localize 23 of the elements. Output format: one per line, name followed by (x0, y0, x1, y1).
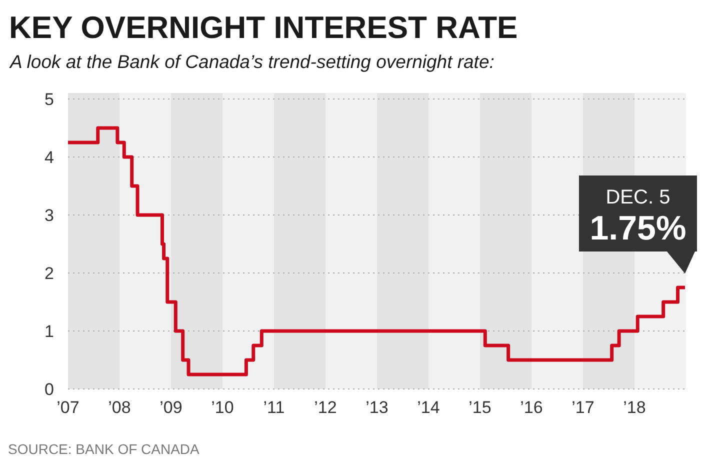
x-tick-label: ’17 (572, 398, 594, 417)
y-tick-label: 2 (44, 264, 54, 283)
x-tick-label: ’11 (263, 398, 285, 417)
x-tick-label: ’16 (520, 398, 543, 417)
x-tick-label: ’10 (211, 398, 234, 417)
y-tick-label: 1 (44, 322, 54, 341)
y-tick-label: 3 (44, 206, 54, 225)
x-tick-label: ’18 (623, 398, 646, 417)
chart-title: KEY OVERNIGHT INTEREST RATE (9, 10, 518, 45)
annotation: 1.75% (590, 210, 686, 248)
x-tick-label: ’09 (160, 398, 182, 417)
chart-subtitle: A look at the Bank of Canada’s trend-setting overnight rate: (9, 51, 494, 72)
x-tick-label: ’08 (108, 398, 131, 417)
annotation: DEC. 5 (606, 186, 670, 208)
y-tick-label: 4 (44, 148, 54, 167)
x-tick-label: ’12 (314, 398, 337, 417)
x-tick-label: ’15 (468, 398, 492, 417)
x-tick-label: ’13 (366, 398, 388, 417)
source-note: SOURCE: BANK OF CANADA (8, 441, 200, 457)
y-tick-label: 5 (44, 90, 54, 109)
x-tick-label: ’07 (56, 398, 80, 417)
x-tick-label: ’14 (417, 398, 440, 417)
y-tick-label: 0 (44, 380, 54, 399)
